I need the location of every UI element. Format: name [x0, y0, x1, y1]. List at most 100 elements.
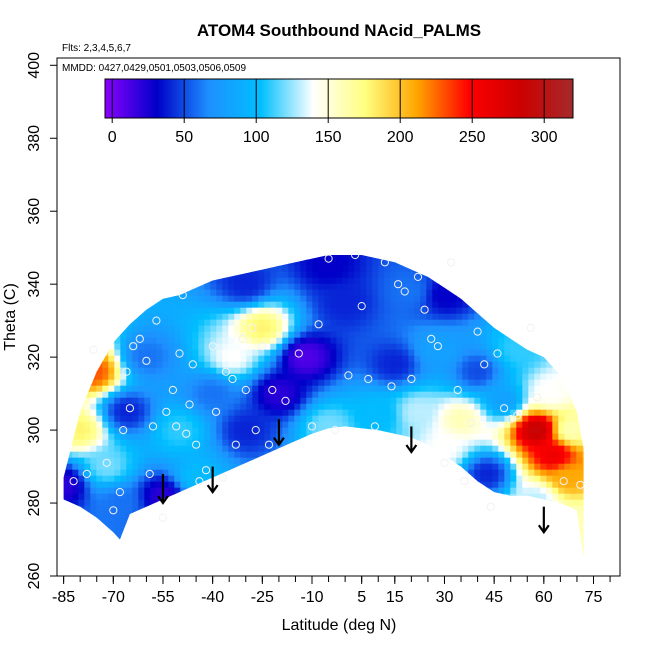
heat-cell: [504, 535, 511, 543]
heat-cell: [174, 511, 181, 519]
heat-cell: [198, 248, 205, 255]
heat-cell: [558, 487, 565, 495]
heat-cell: [126, 385, 133, 393]
heat-cell: [204, 271, 211, 279]
heat-cell: [66, 259, 73, 267]
heat-cell: [318, 505, 325, 513]
sample-point: [447, 258, 456, 267]
heat-cell: [384, 361, 391, 369]
heat-cell: [498, 391, 505, 399]
heat-cell: [318, 529, 325, 537]
heat-cell: [138, 343, 145, 351]
heat-cell: [582, 421, 584, 429]
heat-cell: [336, 547, 343, 555]
heat-cell: [342, 517, 349, 525]
heat-cell: [168, 475, 175, 483]
heat-cell: [240, 271, 247, 279]
heat-cell: [504, 277, 511, 285]
heat-cell: [294, 553, 301, 558]
heat-cell: [456, 277, 463, 285]
heat-cell: [180, 523, 187, 531]
heat-cell: [564, 325, 571, 333]
heat-cell: [546, 541, 553, 549]
heat-cell: [228, 403, 235, 411]
heat-cell: [552, 271, 559, 279]
heat-cell: [396, 331, 403, 339]
heat-cell: [426, 481, 433, 489]
heat-cell: [480, 397, 487, 405]
heat-cell: [66, 355, 73, 363]
heat-cell: [234, 283, 241, 291]
heat-cell: [504, 463, 511, 471]
heat-cell: [252, 271, 259, 279]
heat-cell: [366, 445, 373, 453]
heat-cell: [246, 499, 253, 507]
heat-cell: [198, 517, 205, 525]
heat-cell: [486, 283, 493, 291]
heat-cell: [426, 295, 433, 303]
heat-cell: [114, 547, 121, 555]
heat-cell: [162, 313, 169, 321]
heat-cell: [342, 463, 349, 471]
heat-cell: [138, 505, 145, 513]
heat-cell: [102, 397, 109, 405]
heat-cell: [324, 517, 331, 525]
heat-cell: [234, 433, 241, 441]
heat-cell: [342, 553, 349, 558]
heat-cell: [528, 560, 535, 567]
heat-cell: [234, 529, 241, 537]
heat-cell: [324, 529, 331, 537]
heat-cell: [78, 547, 85, 555]
heat-cell: [462, 535, 469, 543]
heat-cell: [330, 319, 337, 327]
heat-cell: [498, 248, 505, 255]
heat-cell: [414, 385, 421, 393]
heat-cell: [234, 511, 241, 519]
heat-cell: [198, 355, 205, 363]
heat-cell: [516, 547, 523, 555]
heat-cell: [474, 463, 481, 471]
heat-cell: [72, 560, 79, 567]
sample-point: [370, 422, 379, 431]
heat-cell: [516, 283, 523, 291]
heat-cell: [402, 487, 409, 495]
heat-cell: [198, 463, 205, 471]
heat-cell: [432, 343, 439, 351]
heat-cell: [312, 325, 319, 333]
heat-cell: [222, 289, 229, 297]
heat-cell: [300, 319, 307, 327]
heat-cell: [270, 475, 277, 483]
heat-cell: [522, 487, 529, 495]
heat-cell: [324, 367, 331, 375]
heat-cell: [528, 355, 535, 363]
heat-cell: [204, 355, 211, 363]
heat-cell: [210, 289, 217, 297]
heat-cell: [534, 295, 541, 303]
heat-cell: [282, 343, 289, 351]
heat-cell: [96, 403, 103, 411]
heat-cell: [66, 421, 73, 429]
heat-cell: [192, 560, 199, 567]
heat-cell: [390, 511, 397, 519]
heat-cell: [192, 403, 199, 411]
heat-cell: [480, 499, 487, 507]
heat-cell: [252, 248, 259, 255]
heat-cell: [63, 343, 67, 351]
heat-cell: [264, 517, 271, 525]
heat-cell: [408, 397, 415, 405]
heat-cell: [78, 487, 85, 495]
heat-cell: [378, 367, 385, 375]
heat-cell: [63, 553, 67, 558]
heat-cell: [270, 560, 277, 567]
heat-cell: [402, 529, 409, 537]
heat-cell: [198, 560, 205, 567]
heat-cell: [78, 439, 85, 447]
heat-cell: [258, 421, 265, 429]
heat-cell: [540, 255, 547, 261]
heat-cell: [480, 409, 487, 417]
heat-cell: [378, 529, 385, 537]
heat-cell: [432, 313, 439, 321]
heat-cell: [414, 248, 421, 255]
heat-cell: [252, 277, 259, 285]
heat-cell: [150, 313, 157, 321]
